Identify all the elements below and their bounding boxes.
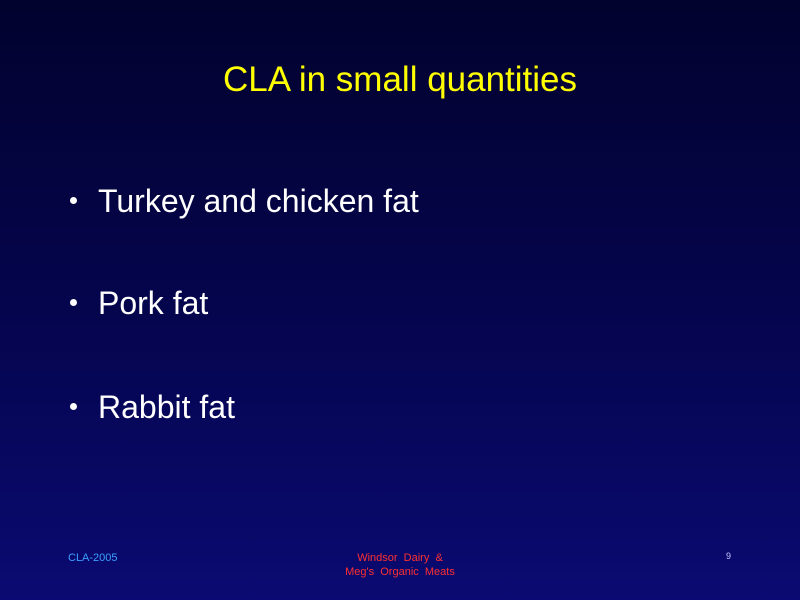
- bullet-dot: [70, 299, 77, 306]
- footer-left: CLA-2005: [68, 552, 118, 564]
- bullet-text: Turkey and chicken fat: [98, 183, 419, 219]
- slide-title: CLA in small quantities: [222, 60, 578, 99]
- page-number: 9: [726, 551, 732, 561]
- footer-center: Windsor Dairy &: [357, 552, 443, 564]
- bullet-text: Rabbit fat: [98, 389, 235, 425]
- bullet-dot: [70, 403, 77, 410]
- bullet-text: Pork fat: [98, 285, 209, 321]
- footer-center: Meg's Organic Meats: [345, 566, 455, 578]
- bullet-dot: [70, 197, 77, 204]
